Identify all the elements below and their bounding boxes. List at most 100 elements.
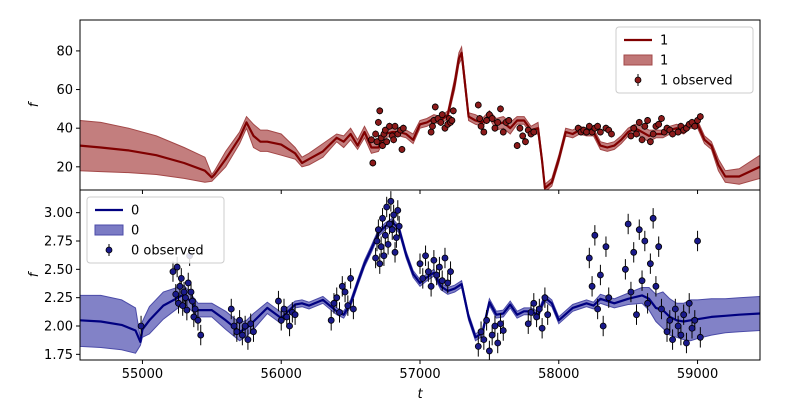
observed-point: [227, 305, 235, 313]
observed-point: [524, 320, 532, 328]
observed-point: [447, 268, 454, 276]
legend-entry: 0 observed: [131, 244, 204, 259]
observed-point: [173, 263, 181, 271]
observed-point: [438, 277, 446, 285]
observed-point: [233, 328, 241, 336]
observed-point: [137, 322, 145, 330]
observed-point: [635, 118, 643, 126]
observed-point: [398, 146, 406, 153]
observed-point: [621, 265, 629, 273]
observed-point: [499, 128, 507, 136]
observed-point: [535, 305, 543, 313]
observed-point: [671, 305, 679, 313]
observed-point: [633, 311, 640, 319]
observed-point: [585, 122, 593, 130]
x-tick-label: 56000: [261, 367, 302, 382]
observed-point: [583, 128, 590, 136]
observed-point: [376, 260, 384, 268]
y-axis-label: f: [27, 270, 42, 277]
observed-point: [674, 322, 682, 330]
observed-point: [666, 316, 674, 324]
observed-point: [530, 128, 538, 136]
legend-entry: 0: [131, 204, 139, 219]
observed-point: [176, 282, 184, 290]
observed-point: [677, 331, 685, 339]
observed-point: [427, 128, 435, 136]
observed-point: [286, 322, 293, 330]
observed-point: [669, 130, 676, 138]
y-tick-label: 40: [56, 122, 73, 137]
observed-point: [191, 305, 199, 313]
observed-point: [485, 347, 493, 355]
observed-point: [497, 320, 504, 328]
observed-point: [373, 138, 381, 146]
observed-point: [430, 256, 438, 264]
observed-point: [194, 316, 202, 324]
observed-point: [247, 320, 255, 328]
observed-point: [399, 124, 407, 132]
confidence-band: [80, 217, 760, 354]
observed-point: [591, 231, 599, 239]
observed-point: [477, 122, 485, 130]
observed-point: [499, 327, 507, 334]
observed-point: [494, 339, 502, 347]
observed-point: [627, 132, 635, 140]
observed-point: [189, 297, 196, 305]
y-axis-label: f: [27, 100, 42, 107]
observed-point: [393, 234, 400, 242]
observed-point: [386, 122, 393, 130]
observed-point: [275, 297, 282, 305]
observed-point: [347, 274, 355, 282]
legend-box: [615, 26, 754, 94]
observed-point: [530, 299, 538, 307]
observed-point: [230, 322, 238, 330]
observed-point: [627, 288, 635, 296]
observed-point: [422, 252, 429, 260]
observed-point: [694, 237, 701, 245]
y-tick-label: 2.50: [44, 263, 73, 278]
observed-point: [691, 316, 699, 324]
observed-point: [349, 305, 357, 313]
observed-point: [381, 126, 389, 134]
y-tick-label: 20: [56, 160, 73, 175]
observed-point: [330, 299, 338, 307]
observed-point: [419, 274, 427, 282]
observed-point: [390, 211, 398, 219]
y-tick-label: 1.75: [44, 348, 73, 363]
x-tick-label: 58000: [538, 367, 579, 382]
observed-point: [373, 237, 381, 245]
plot-area: [80, 191, 760, 360]
observed-point: [368, 136, 375, 144]
y-tick-label: 80: [56, 44, 73, 59]
observed-point: [341, 288, 349, 296]
legend: 1 1 1 observed: [615, 26, 754, 94]
observed-point: [663, 328, 671, 336]
observed-point: [483, 316, 491, 324]
observed-point: [390, 136, 398, 144]
observed-point: [338, 282, 346, 290]
observed-point: [184, 279, 192, 287]
observed-point: [379, 214, 386, 222]
mean-line: [80, 51, 760, 190]
observed-point: [541, 294, 549, 302]
observed-point: [652, 282, 660, 290]
y-tick-label: 2.00: [44, 320, 73, 335]
observed-point: [374, 118, 382, 126]
observed-point: [505, 117, 513, 124]
observed-point: [685, 299, 693, 307]
legend: 0 0 0 observed: [86, 196, 225, 264]
observed-point: [649, 214, 657, 222]
observed-point: [374, 226, 382, 234]
observed-point: [630, 124, 638, 132]
observed-point: [480, 336, 488, 344]
observed-point: [182, 294, 189, 302]
y-tick-label: 2.25: [44, 291, 73, 306]
observed-point: [476, 115, 484, 122]
observed-point: [241, 322, 249, 330]
observed-point: [658, 115, 665, 122]
plot-area: [80, 45, 760, 190]
bottom-panel: 1.75 2.00 2.25 2.50 2.75 3.00 f 55000 56000 57000…: [27, 189, 761, 400]
observed-point: [696, 333, 704, 341]
observed-point: [483, 117, 491, 124]
observed-point: [688, 324, 696, 332]
